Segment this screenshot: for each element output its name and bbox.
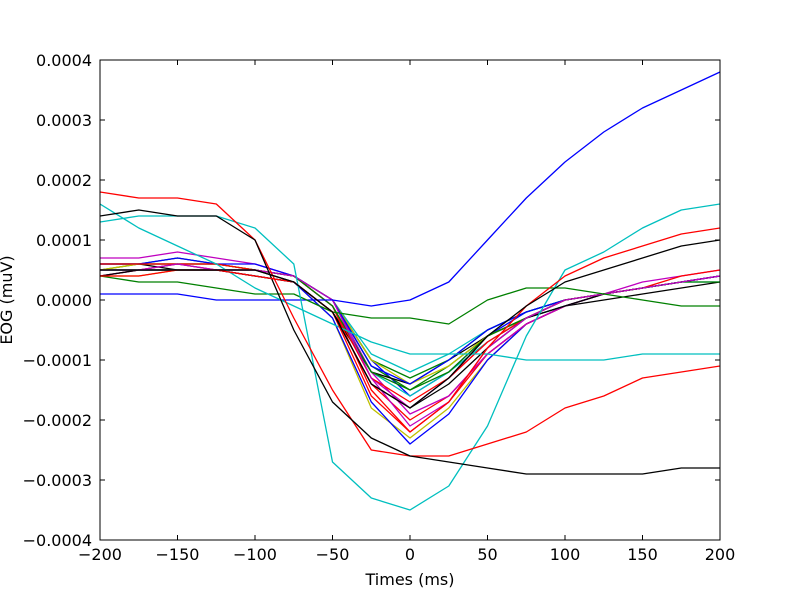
y-tick-label: −0.0002 [23,411,92,430]
series-line-19 [100,71,720,307]
x-tick-label: −200 [78,545,122,564]
plot-frame [99,59,721,541]
series-line-18 [100,263,720,427]
y-tick-label: −0.0003 [23,471,92,490]
x-tick-label: −150 [156,545,200,564]
y-tick-label: 0.0001 [36,231,92,250]
x-tick-label: 150 [627,545,658,564]
x-tick-label: 200 [705,545,736,564]
y-axis-label: EOG (muV) [0,255,16,344]
y-tick-label: 0.0002 [36,171,92,190]
x-tick-label: −50 [316,545,350,564]
series-layer [100,71,720,511]
tick-layer: −200 −150 −100 −50 0 50 100 150 200 −0.0004 −0.000… [23,51,736,564]
y-tick-label: 0.0003 [36,111,92,130]
x-tick-label: 0 [405,545,415,564]
y-tick-label: −0.0004 [23,531,92,550]
series-line-24 [100,209,720,475]
series-line-20 [100,275,720,325]
series-line-21 [100,203,720,361]
x-tick-label: 50 [477,545,497,564]
x-tick-label: 100 [550,545,581,564]
series-line-26 [100,239,720,409]
y-tick-label: 0.0000 [36,291,92,310]
y-tick-label: −0.0001 [23,351,92,370]
x-tick-label: −100 [233,545,277,564]
y-tick-label: 0.0004 [36,51,92,70]
x-axis-label: Times (ms) [365,570,455,589]
